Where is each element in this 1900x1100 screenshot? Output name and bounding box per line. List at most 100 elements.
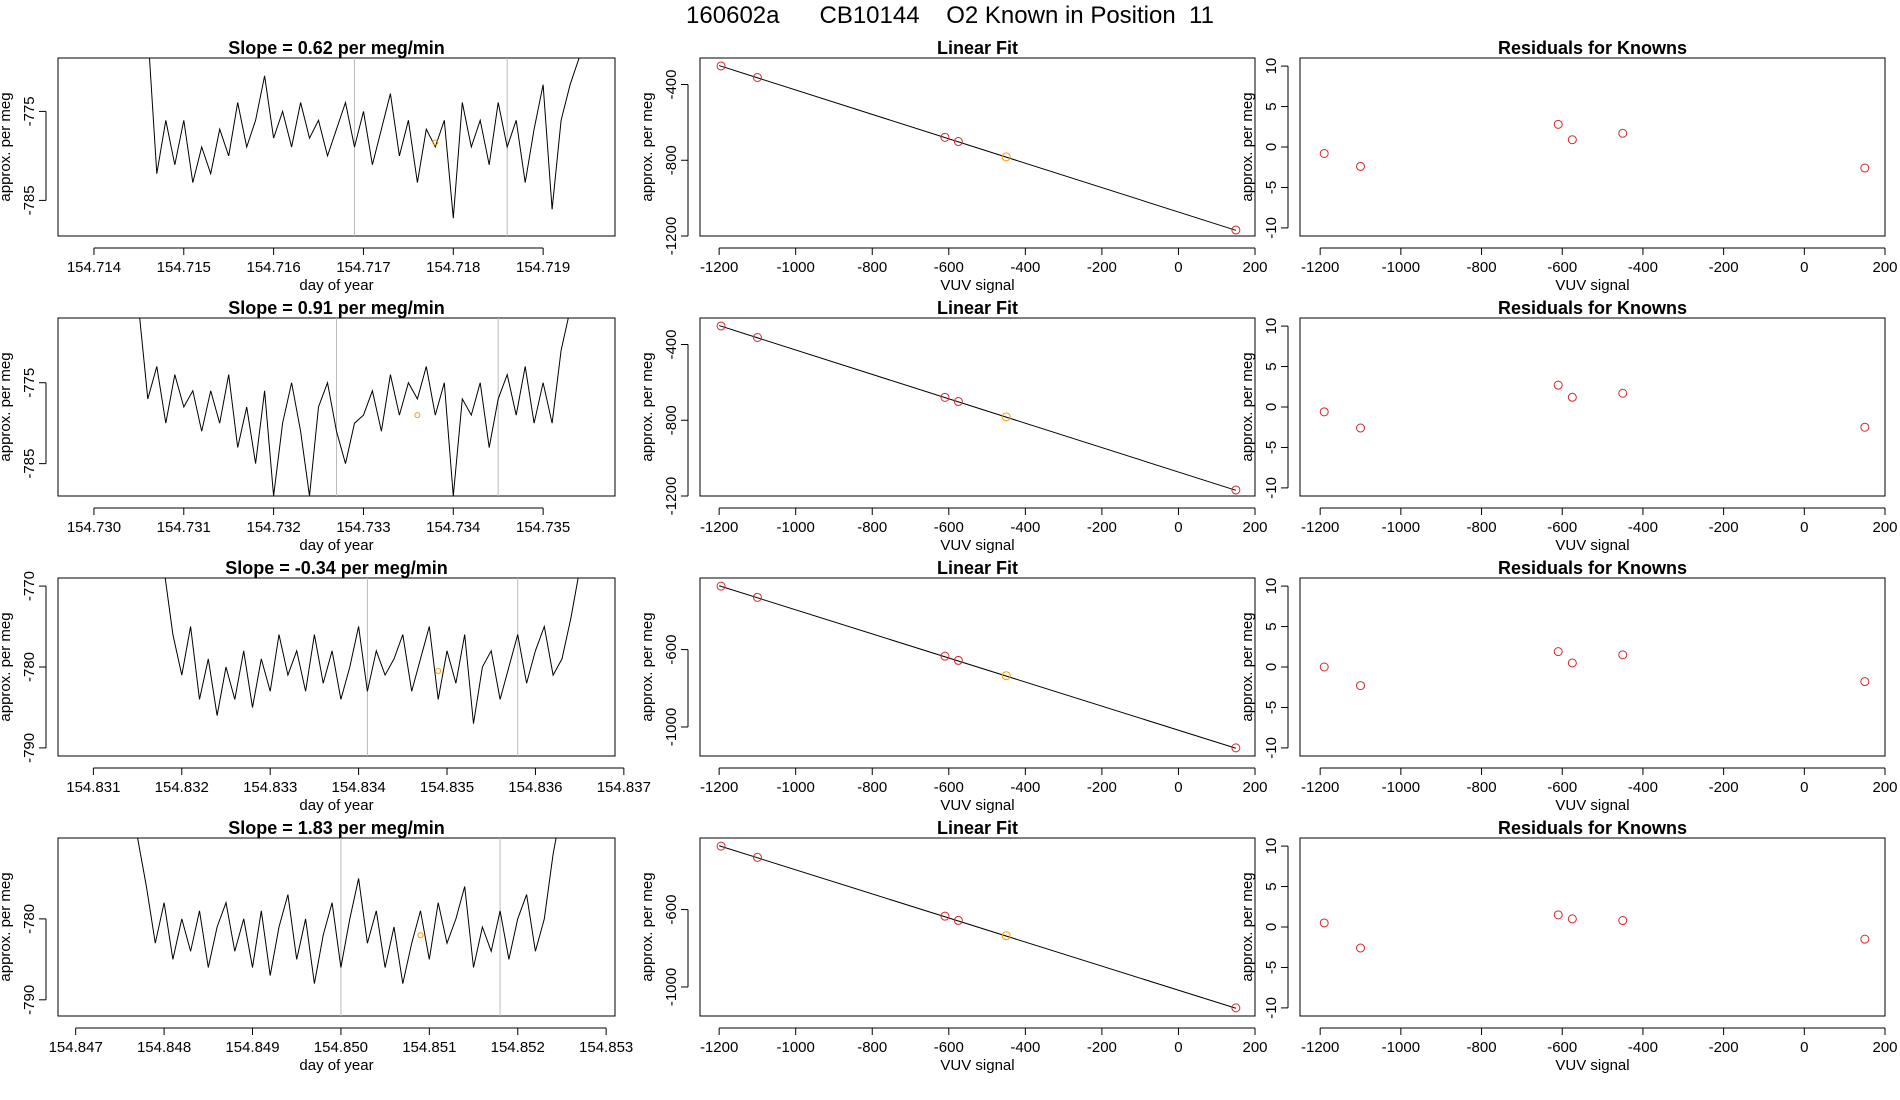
panel-title: Linear Fit (937, 298, 1018, 318)
x-tick-label: 200 (1872, 779, 1897, 796)
x-tick-label: -800 (1467, 519, 1497, 536)
x-axis-label: day of year (299, 797, 373, 814)
known-point (716, 581, 726, 591)
known-point (1231, 1003, 1241, 1013)
known-point (752, 592, 762, 602)
panel-fit-row1: Linear Fit -1200 -1000 -800 -600 -400 -200 0 200… (639, 38, 1268, 294)
y-axis-label: approx. per meg (1239, 612, 1256, 721)
y-tick-label: 0 (1263, 143, 1280, 151)
known-point (1231, 225, 1241, 235)
x-tick-label: 154.732 (246, 519, 300, 536)
residual-point (1860, 163, 1870, 173)
x-tick-label: -200 (1709, 779, 1739, 796)
x-axis-label: VUV signal (940, 797, 1014, 814)
known-point (752, 73, 762, 83)
plot-area (1319, 119, 1870, 173)
y-tick-label: -5 (1263, 441, 1280, 454)
residual-point (1618, 650, 1628, 660)
residual-point (1319, 407, 1329, 417)
panel-fit-row2: Linear Fit -1200 -1000 -800 -600 -400 -200 0 200… (639, 298, 1268, 554)
x-tick-label: 154.718 (426, 259, 480, 276)
panel-timeseries-row2: Slope = 0.91 per meg/min 154.730 154.731 15… (0, 298, 616, 554)
residual-point (1553, 119, 1563, 129)
x-tick-label: -1000 (777, 1039, 815, 1056)
x-tick-label: 154.731 (157, 519, 211, 536)
panel-title: Slope = 0.62 per meg/min (228, 38, 445, 58)
plot-area (716, 581, 1241, 753)
y-tick-label: -1200 (663, 217, 680, 255)
y-tick-label: -775 (21, 96, 38, 126)
x-tick-label: 154.848 (137, 1039, 191, 1056)
panel-title: Linear Fit (937, 38, 1018, 58)
residual-point (1319, 662, 1329, 672)
y-axis-label: approx. per meg (0, 92, 14, 201)
x-tick-label: 154.735 (516, 519, 570, 536)
known-point (953, 137, 963, 147)
x-tick-label: 154.717 (336, 259, 390, 276)
known-point (953, 915, 963, 925)
plot-area (164, 578, 579, 756)
x-tick-label: -800 (857, 1039, 887, 1056)
x-tick-label: -600 (1547, 779, 1577, 796)
sample-point (1001, 931, 1011, 941)
x-axis-label: VUV signal (940, 277, 1014, 294)
x-tick-label: -1000 (777, 779, 815, 796)
residual-point (1860, 934, 1870, 944)
x-tick-label: 0 (1800, 779, 1808, 796)
y-axis-label: approx. per meg (1239, 92, 1256, 201)
residual-point (1618, 388, 1628, 398)
x-axis-label: VUV signal (1555, 797, 1629, 814)
known-point (752, 852, 762, 862)
plot-area (137, 838, 557, 1016)
plot-frame (699, 57, 1256, 237)
residual-point (1356, 423, 1366, 433)
plot-area (148, 58, 580, 236)
y-tick-label: -10 (1263, 997, 1280, 1019)
y-tick-label: -600 (663, 895, 680, 925)
y-tick-label: 10 (1263, 318, 1280, 335)
sample-point (1001, 152, 1011, 162)
x-axis-label: VUV signal (1555, 1057, 1629, 1074)
x-tick-label: -200 (1087, 259, 1117, 276)
known-point (1231, 485, 1241, 495)
y-axis-label: approx. per meg (0, 352, 14, 461)
x-tick-label: -1000 (777, 259, 815, 276)
plot-area (139, 318, 569, 496)
y-axis-label: approx. per meg (0, 612, 14, 721)
x-tick-label: -400 (1010, 779, 1040, 796)
x-tick-label: 154.719 (516, 259, 570, 276)
x-tick-label: -1200 (700, 519, 738, 536)
panel-title: Residuals for Knowns (1498, 38, 1687, 58)
panel-title: Linear Fit (937, 818, 1018, 838)
x-tick-label: 154.835 (420, 779, 474, 796)
x-tick-label: -400 (1010, 259, 1040, 276)
x-tick-label: 154.832 (155, 779, 209, 796)
panel-title: Slope = 1.83 per meg/min (228, 818, 445, 838)
x-tick-label: -800 (857, 519, 887, 536)
x-tick-label: -400 (1628, 259, 1658, 276)
x-tick-label: 200 (1242, 779, 1267, 796)
residual-point (1319, 148, 1329, 158)
x-tick-label: 154.836 (508, 779, 562, 796)
x-tick-label: -600 (934, 519, 964, 536)
x-tick-label: -600 (934, 779, 964, 796)
x-tick-label: -400 (1010, 1039, 1040, 1056)
series-line (139, 318, 569, 496)
residual-point (1567, 392, 1577, 402)
y-tick-label: -785 (21, 449, 38, 479)
x-tick-label: 154.849 (225, 1039, 279, 1056)
y-axis-label: approx. per meg (1239, 352, 1256, 461)
y-tick-label: -10 (1263, 217, 1280, 239)
panel-title: Residuals for Knowns (1498, 558, 1687, 578)
x-tick-label: -200 (1087, 1039, 1117, 1056)
x-axis-label: VUV signal (940, 537, 1014, 554)
sample-point (1001, 671, 1011, 681)
y-tick-label: -400 (663, 329, 680, 359)
x-tick-label: 0 (1800, 259, 1808, 276)
y-tick-label: 0 (1263, 663, 1280, 671)
x-tick-label: 0 (1174, 519, 1182, 536)
panel-residuals-row3: Residuals for Knowns-1200 -1000 -800 -600 -4… (1239, 558, 1898, 814)
known-point (940, 132, 950, 142)
sample-point (1001, 412, 1011, 422)
